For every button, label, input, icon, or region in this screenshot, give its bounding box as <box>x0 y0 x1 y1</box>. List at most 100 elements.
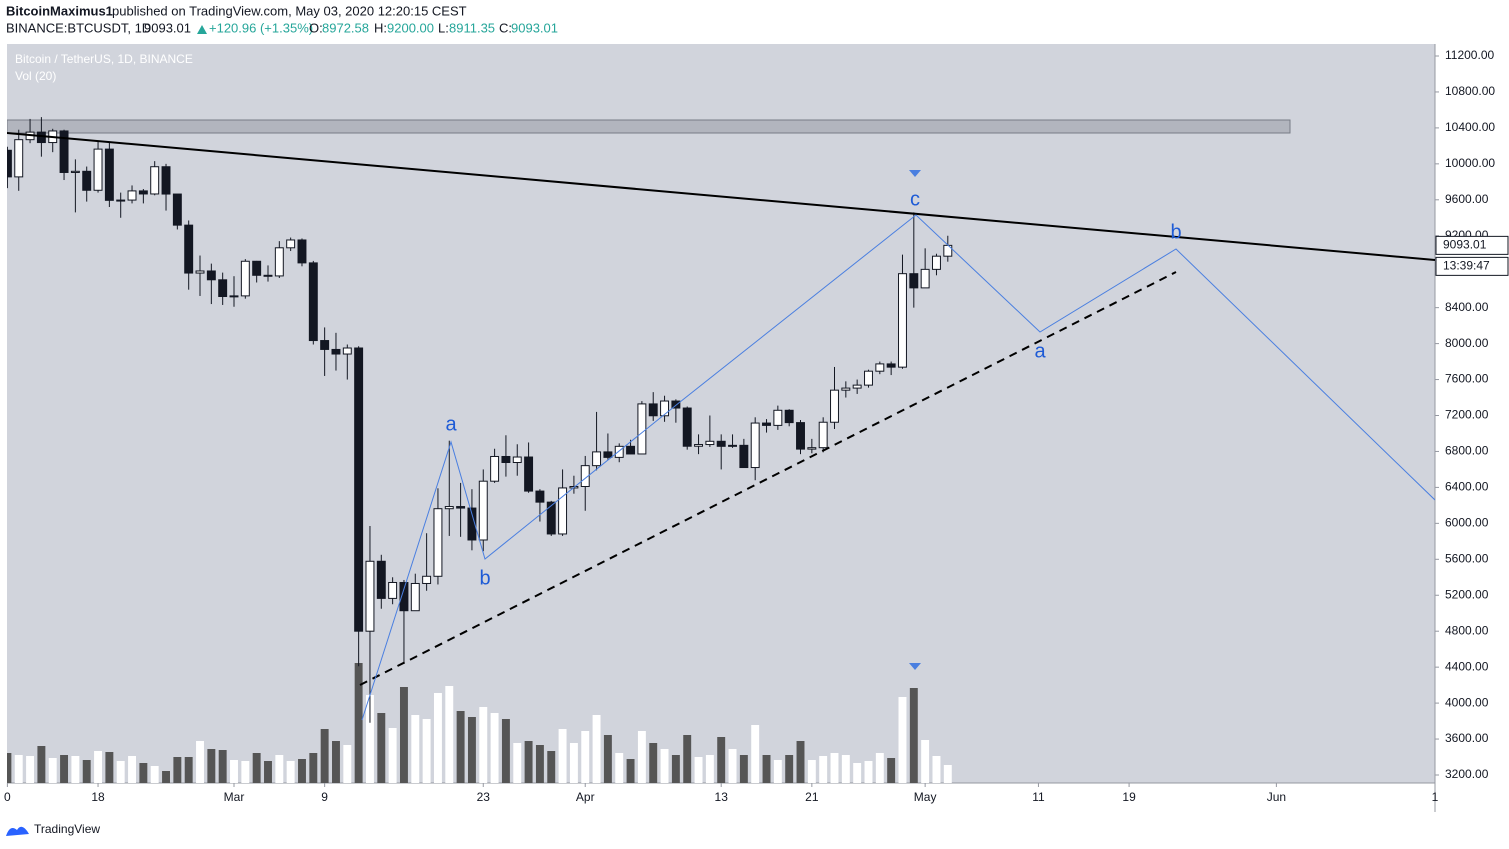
ohlc-value: 8911.35 <box>449 20 495 35</box>
candle-body <box>784 409 794 424</box>
candle-body <box>229 295 239 298</box>
volume-bar <box>230 760 238 783</box>
volume-bar <box>354 663 363 783</box>
volume-bar <box>479 707 488 783</box>
plot-area <box>7 44 1435 783</box>
candle-body <box>648 403 658 417</box>
x-tick-label: Apr <box>576 790 595 804</box>
y-tick-label: 4000.00 <box>1445 695 1489 709</box>
volume-bar <box>717 737 726 783</box>
y-tick-label: 8000.00 <box>1445 336 1489 350</box>
volume-bar <box>932 756 941 783</box>
volume-bar <box>660 749 669 783</box>
candle-body <box>501 455 511 464</box>
candle-body <box>671 400 681 409</box>
candle-body <box>830 389 839 423</box>
marker <box>909 170 921 177</box>
candle-body <box>864 370 873 386</box>
countdown: 13:39:47 <box>1443 259 1490 273</box>
volume-bar <box>298 759 306 783</box>
volume-bar <box>581 731 590 783</box>
y-tick-label: 6400.00 <box>1445 480 1489 494</box>
volume-bar <box>807 760 816 783</box>
volume-bar <box>796 741 805 783</box>
candle-body <box>490 455 500 482</box>
candle-body <box>320 340 330 350</box>
candle-body <box>773 409 783 426</box>
volume-bar <box>898 697 907 783</box>
x-tick-label: 11 <box>1032 790 1045 804</box>
volume-bar <box>649 743 658 783</box>
volume-bar <box>60 755 69 783</box>
volume-bar <box>615 753 624 783</box>
candle-body <box>138 190 148 195</box>
candle-body <box>93 148 103 191</box>
y-tick-label: 9600.00 <box>1445 192 1489 206</box>
volume-bar <box>399 687 408 783</box>
x-tick-label: May <box>914 790 937 804</box>
volume-bar <box>275 755 284 783</box>
x-tick-label: 18 <box>91 790 105 804</box>
marker <box>909 663 921 670</box>
y-tick-label: 10000.00 <box>1445 156 1495 170</box>
candle-body <box>127 190 137 201</box>
y-tick-label: 10400.00 <box>1445 120 1495 134</box>
volume-bar <box>819 756 828 783</box>
y-tick-label: 7200.00 <box>1445 408 1489 422</box>
volume-bar <box>501 719 510 783</box>
candle-body <box>818 421 828 449</box>
volume-bar <box>309 753 318 783</box>
volume-bar <box>524 741 533 783</box>
volume-bar <box>603 735 612 783</box>
candle-body <box>603 451 613 458</box>
candle-body <box>886 363 896 368</box>
candle-body <box>728 444 737 447</box>
x-tick-label: 1 <box>1432 790 1439 804</box>
volume-bar <box>547 751 556 783</box>
trend-line <box>7 132 1435 261</box>
candle-body <box>7 149 12 178</box>
volume-bar <box>162 771 170 783</box>
volume-bar <box>264 761 272 783</box>
candle-body <box>331 348 341 355</box>
volume-bar <box>14 755 23 783</box>
wave-label: a <box>1034 340 1046 362</box>
volume-bar <box>82 760 91 783</box>
volume-bar <box>671 755 680 783</box>
volume-bar <box>875 753 884 783</box>
candle-body <box>852 384 862 389</box>
candle-body <box>637 403 647 455</box>
candle-body <box>875 363 885 372</box>
volume-bar <box>7 753 12 783</box>
wave-label: b <box>1170 221 1181 243</box>
volume-bar <box>116 761 125 783</box>
candle-body <box>433 508 443 577</box>
volume-bar <box>184 757 193 783</box>
volume-bar <box>728 749 737 783</box>
volume-bar <box>252 753 261 783</box>
x-tick-label: 9 <box>321 790 328 804</box>
ohlc-label: O: <box>309 20 323 35</box>
ohlc-value: 9200.00 <box>387 20 434 35</box>
countdown-box <box>1435 256 1509 276</box>
wave-label: b <box>479 567 490 589</box>
candle-body <box>614 445 624 458</box>
volume-bar <box>173 757 182 783</box>
ohlc-label: L: <box>438 20 449 35</box>
candle-body <box>716 440 726 447</box>
volume-bar <box>388 728 397 783</box>
candle-body <box>59 130 69 173</box>
candle-body <box>932 255 941 270</box>
y-tick-label: 5600.00 <box>1445 551 1489 565</box>
volume-bar <box>921 740 930 783</box>
candle-body <box>841 387 851 391</box>
logo: TradingView <box>6 822 100 836</box>
price: 9093.01 <box>144 20 191 35</box>
change: +120.96 (+1.35%) <box>209 20 313 35</box>
x-tick-label: 23 <box>477 790 491 804</box>
volume-bar <box>332 741 340 783</box>
volume-bar <box>467 717 476 783</box>
volume-bar <box>218 750 227 783</box>
candle-body <box>546 501 556 535</box>
volume-bar <box>128 756 136 783</box>
